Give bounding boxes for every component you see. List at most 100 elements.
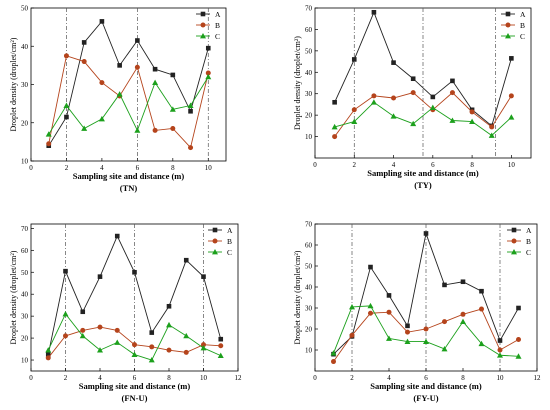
y-axis-label: Droplet density (droplet/cm²) <box>9 250 18 344</box>
data-point-A <box>183 257 189 263</box>
data-point-C <box>183 332 190 339</box>
data-point-B <box>391 95 397 101</box>
x-tick-label: 10 <box>497 374 505 382</box>
chart-panel-0: 0 2 4 6 8 10 10 20 30 40 50 Sampling site and dista… <box>9 5 227 193</box>
y-tick-label: 20 <box>21 119 29 127</box>
panel-label: (TN) <box>120 183 138 193</box>
y-tick-label: 10 <box>21 357 29 365</box>
data-point-B <box>460 311 466 317</box>
x-tick-label: 4 <box>387 374 391 382</box>
data-point-A <box>371 9 377 15</box>
y-tick-label: 10 <box>305 347 313 355</box>
data-point-A <box>351 57 357 62</box>
x-tick-label: 6 <box>136 164 140 172</box>
data-point-B <box>349 332 355 338</box>
x-tick-label: 0 <box>313 374 317 382</box>
data-point-B <box>331 359 336 365</box>
y-tick-label: 40 <box>21 43 29 51</box>
data-point-B <box>63 53 69 59</box>
data-point-A <box>63 268 68 274</box>
data-point-C <box>79 332 86 339</box>
data-point-B <box>99 80 105 86</box>
y-tick-label: 20 <box>305 112 313 120</box>
data-point-C <box>45 347 52 353</box>
y-axis-label: Droplet density (droplet/cm²) <box>9 37 18 131</box>
data-point-B <box>149 344 155 350</box>
legend-label: B <box>215 21 220 30</box>
data-point-B <box>449 90 455 96</box>
data-point-C <box>97 347 103 353</box>
data-point-B <box>332 134 338 140</box>
y-tick-label: 40 <box>305 284 313 292</box>
legend-label: A <box>215 10 221 19</box>
y-tick-label: 10 <box>21 158 29 166</box>
x-tick-label: 6 <box>424 374 428 382</box>
legend-marker-C <box>511 249 517 255</box>
data-point-A <box>497 338 503 343</box>
y-tick-label: 30 <box>21 81 29 89</box>
data-point-C <box>63 102 70 108</box>
chart-panel-2: 0 2 4 6 8 10 12 10 20 30 40 50 60 70 Sampling site and… <box>9 223 243 403</box>
data-point-C <box>351 118 358 124</box>
x-tick-label: 12 <box>235 374 243 382</box>
data-point-A <box>391 60 396 65</box>
data-point-C <box>152 79 159 85</box>
data-point-C <box>349 303 355 310</box>
data-point-B <box>479 306 484 312</box>
data-point-A <box>45 352 51 357</box>
data-point-C <box>217 352 224 359</box>
data-point-C <box>367 302 374 309</box>
data-point-B <box>97 324 103 330</box>
legend-label: C <box>520 32 525 41</box>
data-point-B <box>218 343 224 349</box>
data-point-A <box>442 282 447 288</box>
x-tick-label: 8 <box>171 164 175 172</box>
data-point-B <box>410 90 416 96</box>
y-tick-label: 60 <box>305 242 313 250</box>
legend-label: B <box>227 237 232 246</box>
data-point-B <box>201 342 206 348</box>
data-point-C <box>331 123 338 130</box>
x-tick-label: 6 <box>431 161 435 169</box>
data-point-C <box>386 335 392 341</box>
y-tick-label: 20 <box>305 326 313 334</box>
data-point-A <box>170 72 176 78</box>
data-point-B <box>170 125 176 131</box>
x-tick-label: 0 <box>29 164 33 172</box>
data-point-A <box>430 94 436 100</box>
series-line-A <box>334 11 512 127</box>
x-axis-label: Sampling site and distance (m) <box>79 381 191 391</box>
data-point-A <box>188 108 193 114</box>
data-point-C <box>460 318 466 325</box>
y-tick-label: 10 <box>305 133 313 141</box>
data-point-A <box>97 274 103 279</box>
data-point-B <box>81 59 87 65</box>
data-point-B <box>489 124 495 130</box>
data-point-A <box>450 78 455 84</box>
data-point-C <box>81 125 88 131</box>
data-point-B <box>46 141 52 147</box>
data-point-C <box>390 113 397 119</box>
y-tick-label: 50 <box>305 263 313 271</box>
y-tick-label: 30 <box>305 90 313 98</box>
data-point-A <box>81 40 87 45</box>
x-tick-label: 6 <box>133 374 137 382</box>
data-point-B <box>386 309 392 315</box>
series-line-C <box>48 76 209 135</box>
x-tick-label: 10 <box>508 161 516 169</box>
legend-marker-A <box>200 11 206 17</box>
data-point-C <box>410 120 417 127</box>
legend-label: C <box>227 248 232 257</box>
data-point-C <box>114 339 121 345</box>
legend-marker-B <box>505 22 511 28</box>
x-axis-label: Sampling site and distance (m) <box>73 171 185 181</box>
x-axis-label: Sampling site and distance (m) <box>367 168 479 178</box>
panel-label: (FN-U) <box>122 393 148 403</box>
data-point-B <box>371 93 377 99</box>
data-point-C <box>469 118 476 124</box>
data-point-B <box>442 319 447 325</box>
y-axis-label: Droplet density (droplet/cm²) <box>293 36 302 130</box>
y-tick-label: 50 <box>305 47 313 55</box>
data-point-C <box>205 73 212 80</box>
